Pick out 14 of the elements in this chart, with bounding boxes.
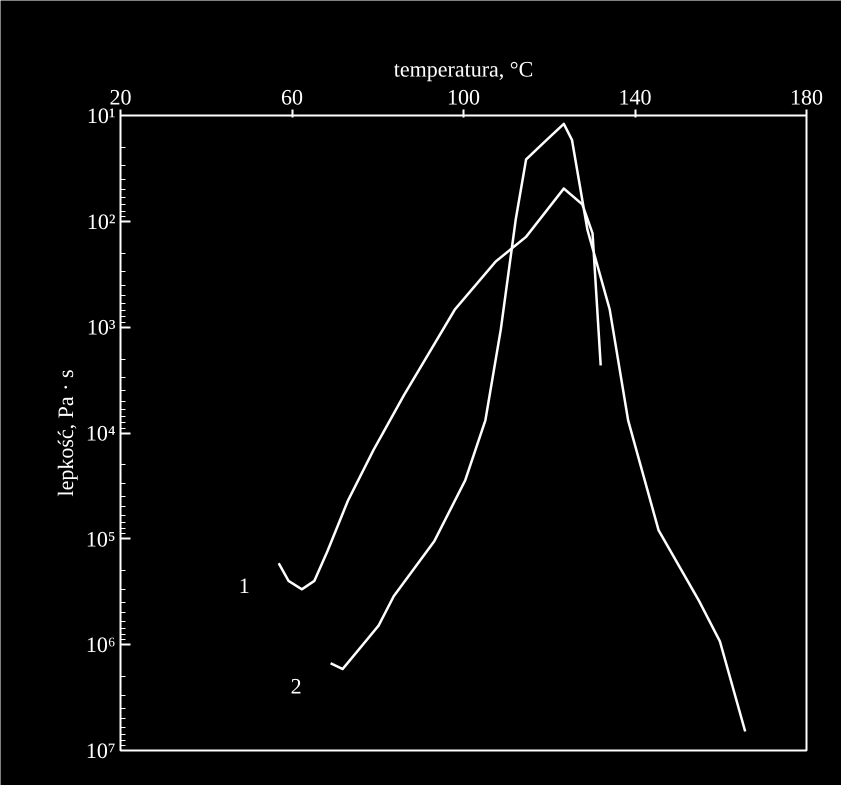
y-tick-label: 10⁴ [86, 420, 116, 446]
y-axis-title: lepkość, Pa · s [52, 369, 78, 497]
y-tick-label: 10² [86, 208, 116, 234]
y-tick-label: 10⁵ [86, 526, 116, 552]
x-tick-label: 60 [281, 84, 303, 110]
x-tick-label: 100 [447, 84, 480, 110]
y-tick-label: 10⁷ [86, 738, 116, 763]
series-label: 1 [238, 573, 250, 598]
y-tick-label: 10³ [86, 314, 116, 340]
y-tick-label: 10⁶ [86, 632, 116, 658]
series-label: 2 [290, 673, 302, 698]
x-axis-title: temperatura, °C [394, 56, 534, 82]
x-tick-label: 180 [790, 84, 823, 110]
x-tick-label: 140 [618, 84, 652, 110]
